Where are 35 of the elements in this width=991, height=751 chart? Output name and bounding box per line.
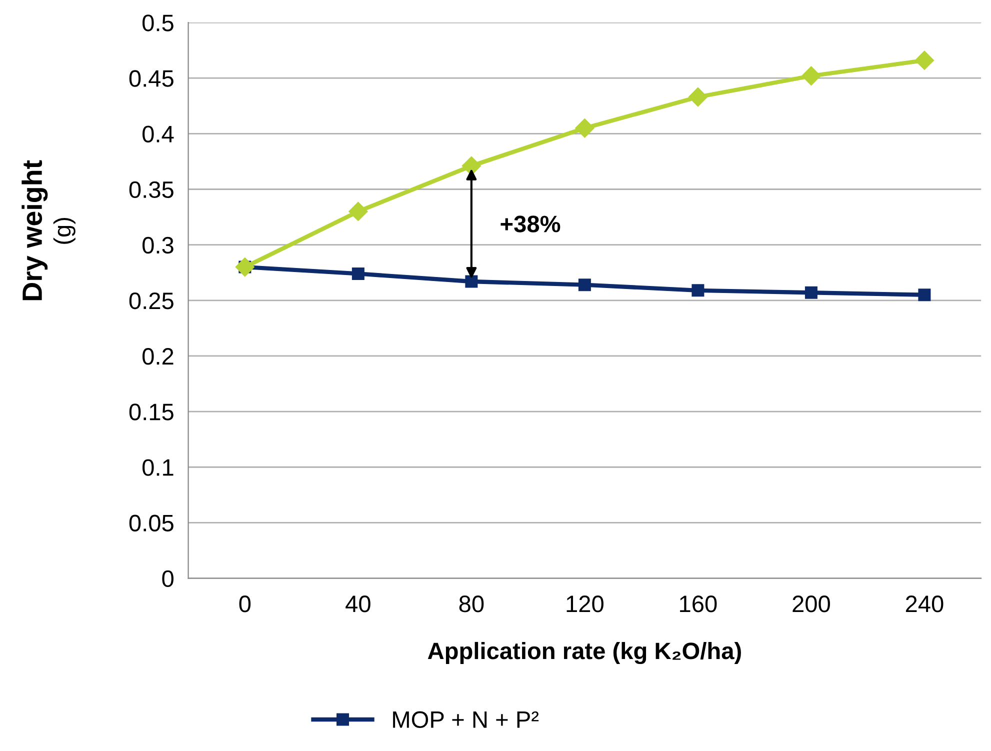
- point: [804, 286, 818, 299]
- point: [578, 278, 591, 292]
- y-axis-title: Dry weight (g): [22, 160, 76, 300]
- annotation: +38%: [500, 216, 560, 232]
- point: [802, 66, 821, 86]
- point: [235, 258, 254, 277]
- x-tick-label: 240: [906, 596, 944, 612]
- x-tick-label: 160: [680, 596, 717, 612]
- y-tick-label: 0.1: [142, 459, 174, 476]
- point: [462, 156, 481, 176]
- x-tick-label: 0: [239, 596, 251, 612]
- x-axis-title: Application rate (kg K₂O/ha): [428, 642, 741, 664]
- point: [688, 87, 708, 107]
- y-tick-label: 0.2: [142, 348, 174, 365]
- y-tick-label: 0.35: [129, 181, 174, 198]
- point: [918, 288, 931, 302]
- y-tick-label: 0.15: [129, 404, 174, 420]
- point: [914, 50, 934, 70]
- point: [352, 267, 364, 280]
- y-tick-label: 0.3: [142, 236, 174, 254]
- y-tick-label: 0.25: [129, 292, 174, 310]
- y-tick-label: 0: [162, 570, 174, 588]
- x-tick-label: 40: [346, 596, 370, 612]
- x-tick-label: 200: [792, 596, 830, 612]
- y-tick-label: 0.4: [142, 126, 174, 142]
- point: [348, 202, 368, 222]
- y-tick-label: 0.05: [129, 514, 174, 532]
- y-tick-label: 0.5: [142, 14, 174, 32]
- legend-label: MOP + N + P²: [393, 711, 539, 728]
- x-tick-label: 80: [459, 596, 484, 612]
- y-tick-label: 0.45: [129, 70, 174, 87]
- point: [575, 118, 594, 138]
- point: [465, 275, 478, 288]
- point: [692, 284, 704, 297]
- x-tick-label: 120: [566, 596, 604, 612]
